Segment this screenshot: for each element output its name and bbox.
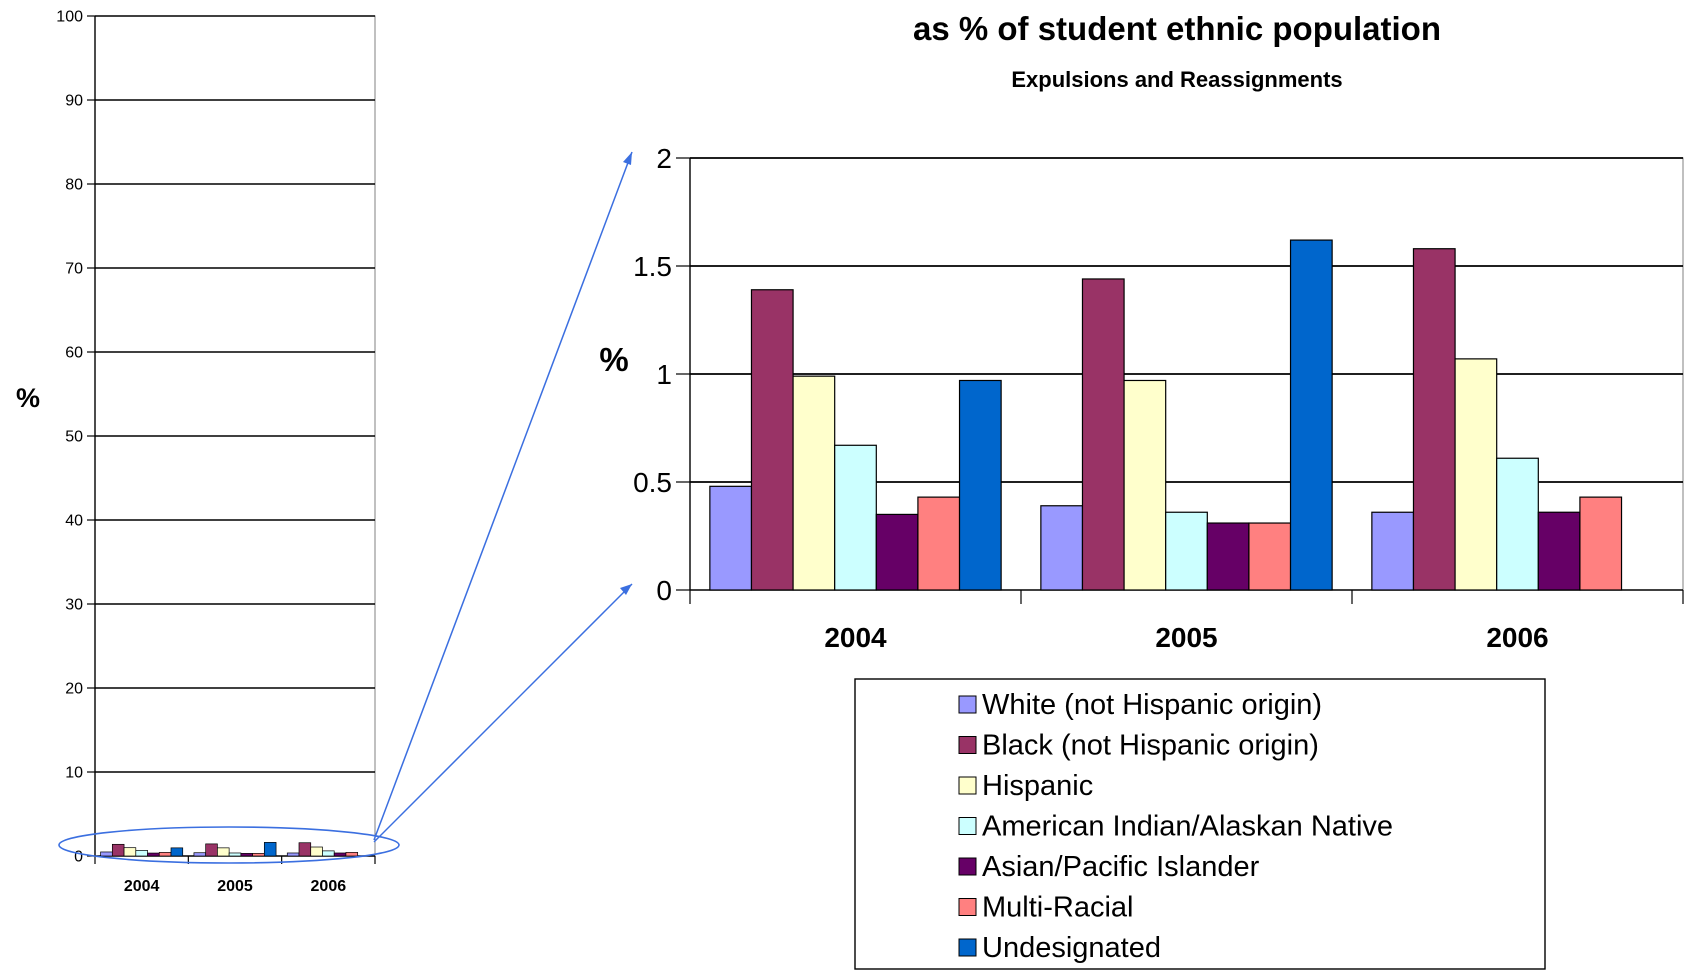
bar bbox=[709, 485, 753, 591]
zoom-arrowhead-top bbox=[623, 152, 632, 165]
y-tick-label: 30 bbox=[65, 597, 83, 614]
y-tick-label: 1 bbox=[656, 359, 672, 390]
bar bbox=[111, 843, 125, 857]
bar bbox=[750, 289, 794, 591]
bar bbox=[1248, 522, 1292, 591]
bar bbox=[875, 513, 919, 591]
bar bbox=[333, 852, 347, 857]
bar bbox=[917, 496, 961, 591]
bar bbox=[1454, 358, 1498, 591]
legend-swatch bbox=[958, 776, 977, 795]
bar bbox=[147, 852, 160, 857]
legend-swatch bbox=[958, 817, 977, 835]
bar bbox=[135, 850, 148, 857]
x-tick-label: 2004 bbox=[824, 622, 887, 653]
legend-label: White (not Hispanic origin) bbox=[982, 689, 1322, 721]
y-tick-label: 0 bbox=[74, 849, 83, 866]
chart-subtitle: Expulsions and Reassignments bbox=[1011, 67, 1342, 92]
bar bbox=[1537, 511, 1581, 591]
x-tick-label: 2005 bbox=[217, 878, 253, 895]
legend-swatch bbox=[958, 898, 977, 916]
y-axis-label: % bbox=[16, 383, 40, 413]
y-tick-label: 60 bbox=[65, 345, 83, 362]
bar bbox=[217, 847, 230, 857]
bar bbox=[1081, 278, 1125, 591]
legend-swatch bbox=[958, 857, 977, 876]
bar bbox=[1371, 511, 1415, 591]
legend-label: American Indian/Alaskan Native bbox=[982, 811, 1393, 843]
bar bbox=[158, 852, 172, 857]
legend-label: Hispanic bbox=[982, 770, 1093, 802]
bar bbox=[263, 842, 277, 857]
bar bbox=[1496, 457, 1539, 591]
legend-swatch bbox=[958, 695, 977, 714]
y-tick-label: 0 bbox=[656, 575, 672, 606]
y-tick-label: 2 bbox=[656, 143, 672, 174]
y-tick-label: 90 bbox=[65, 93, 83, 110]
zoom-arrow-bottom bbox=[373, 583, 633, 843]
bar bbox=[298, 842, 312, 857]
bar bbox=[834, 444, 877, 591]
zoom-arrowhead-bottom bbox=[620, 584, 632, 595]
bar bbox=[205, 843, 218, 857]
y-tick-label: 80 bbox=[65, 177, 83, 194]
bar bbox=[958, 379, 1002, 591]
bar bbox=[1412, 248, 1456, 591]
bar bbox=[193, 852, 207, 857]
x-tick-label: 2006 bbox=[1486, 622, 1548, 653]
y-tick-label: 50 bbox=[65, 429, 83, 446]
bar bbox=[1579, 496, 1623, 591]
legend-swatch bbox=[958, 938, 977, 957]
chart-title: as % of student ethnic population bbox=[913, 10, 1441, 47]
y-tick-label: 100 bbox=[56, 9, 83, 26]
bar bbox=[228, 852, 242, 857]
bar bbox=[286, 852, 300, 857]
y-tick-label: 10 bbox=[65, 765, 83, 782]
bar bbox=[1040, 505, 1084, 591]
y-tick-label: 20 bbox=[65, 681, 83, 698]
legend-swatch bbox=[958, 736, 977, 754]
bar bbox=[170, 847, 184, 857]
bar bbox=[240, 853, 253, 857]
zoom-callout bbox=[58, 151, 633, 864]
bar bbox=[252, 853, 265, 857]
x-tick-label: 2005 bbox=[1155, 622, 1217, 653]
y-tick-label: 40 bbox=[65, 513, 83, 530]
zoom-arrow-top bbox=[373, 151, 633, 841]
y-tick-label: 70 bbox=[65, 261, 83, 278]
y-tick-label: 0.5 bbox=[633, 467, 672, 498]
bar bbox=[100, 851, 113, 857]
y-tick-label: 1.5 bbox=[633, 251, 672, 282]
bar bbox=[1165, 511, 1208, 591]
bar bbox=[1123, 379, 1167, 591]
zoom-ellipse bbox=[58, 826, 400, 864]
legend-label: Undesignated bbox=[982, 932, 1161, 964]
bar bbox=[310, 846, 323, 857]
bar bbox=[123, 847, 137, 857]
legend-label: Multi-Racial bbox=[982, 892, 1133, 924]
x-tick-label: 2006 bbox=[311, 878, 347, 895]
main-zoomed-chart: 0 0.5 1 1.5 2 2004 2005 2006% as % of student et… bbox=[599, 10, 1684, 970]
legend-label: Black (not Hispanic origin) bbox=[982, 730, 1319, 762]
legend-label: Asian/Pacific Islander bbox=[982, 851, 1260, 883]
x-tick-label: 2004 bbox=[124, 878, 160, 895]
bar bbox=[792, 375, 836, 591]
bar bbox=[1206, 522, 1250, 591]
small-overview-chart: 0 10 20 30 40 50 60 70 80 90 100 2004 2005 2006% bbox=[16, 9, 376, 895]
bar bbox=[1289, 239, 1333, 591]
y-axis-label: % bbox=[599, 341, 628, 378]
bar bbox=[322, 850, 335, 857]
bar bbox=[345, 852, 359, 857]
